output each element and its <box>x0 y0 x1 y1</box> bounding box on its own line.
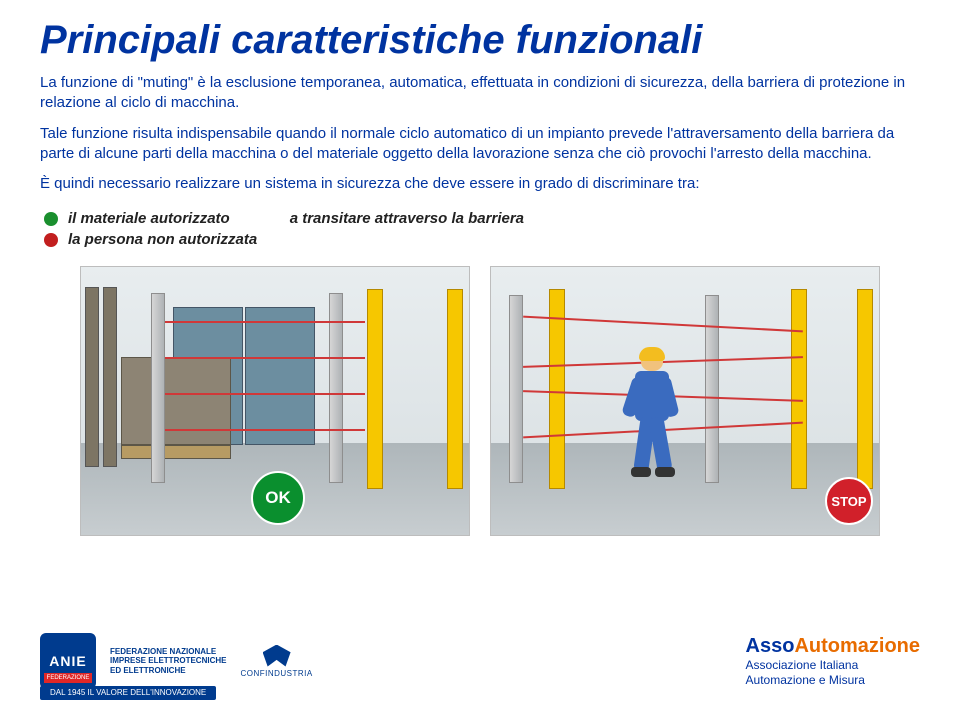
paragraph-2: Tale funzione risulta indispensabile qua… <box>40 124 920 165</box>
eagle-icon <box>263 645 291 667</box>
light-beam-icon <box>165 357 365 359</box>
anie-text-block: FEDERAZIONE NAZIONALE IMPRESE ELETTROTEC… <box>110 647 226 675</box>
anie-logo-bar: FEDERAZIONE <box>44 673 92 683</box>
stop-badge-icon: STOP <box>825 477 873 525</box>
stop-badge-label: STOP <box>831 494 866 509</box>
grey-pillar-icon <box>509 295 523 483</box>
legend: il materiale autorizzato a transitare at… <box>40 204 920 258</box>
anie-line1: FEDERAZIONE NAZIONALE <box>110 647 226 656</box>
footer-strip: DAL 1945 IL VALORE DELL'INNOVAZIONE <box>40 686 216 700</box>
dot-authorized-icon <box>44 212 58 226</box>
figure-person-stop: STOP <box>490 266 880 536</box>
legend-authorized-label: il materiale autorizzato <box>68 210 230 227</box>
confindustria-logo: CONFINDUSTRIA <box>240 645 312 678</box>
yellow-pillar-icon <box>791 289 807 489</box>
asso-prefix: Asso <box>746 635 795 657</box>
legend-transit-label: a transitare attraverso la barriera <box>290 210 524 227</box>
confindustria-label: CONFINDUSTRIA <box>240 669 312 678</box>
light-beam-icon <box>165 429 365 431</box>
pallet-base-icon <box>121 445 231 459</box>
dot-unauthorized-icon <box>44 233 58 247</box>
figure-material-ok: OK <box>80 266 470 536</box>
light-beam-icon <box>165 393 365 395</box>
anie-logo-word: ANIE <box>49 653 86 669</box>
cabinet-icon <box>245 307 315 445</box>
footer-left: ANIE FEDERAZIONE FEDERAZIONE NAZIONALE I… <box>40 633 313 689</box>
yellow-pillar-icon <box>367 289 383 489</box>
worker-icon <box>621 351 681 481</box>
ok-badge-icon: OK <box>251 471 305 525</box>
footer-right: AssoAutomazione Associazione Italiana Au… <box>746 635 920 688</box>
asso-orange: Automazione <box>794 635 920 657</box>
light-beam-icon <box>165 321 365 323</box>
footer: ANIE FEDERAZIONE FEDERAZIONE NAZIONALE I… <box>0 616 960 706</box>
yellow-pillar-icon <box>857 289 873 489</box>
forklift-mast-icon <box>85 287 99 467</box>
pallet-load-icon <box>121 357 231 445</box>
page-title: Principali caratteristiche funzionali <box>40 18 920 63</box>
grey-pillar-icon <box>705 295 719 483</box>
anie-line3: ED ELETTRONICHE <box>110 666 226 675</box>
ok-badge-label: OK <box>265 488 291 508</box>
yellow-pillar-icon <box>447 289 463 489</box>
grey-pillar-icon <box>151 293 165 483</box>
paragraph-3: È quindi necessario realizzare un sistem… <box>40 174 920 194</box>
anie-logo-icon: ANIE FEDERAZIONE <box>40 633 96 689</box>
anie-line2: IMPRESE ELETTROTECNICHE <box>110 656 226 665</box>
legend-row-unauthorized: la persona non autorizzata <box>40 231 920 248</box>
legend-unauthorized-label: la persona non autorizzata <box>68 231 257 248</box>
paragraph-1: La funzione di "muting" è la esclusione … <box>40 73 920 114</box>
assoautomazione-title: AssoAutomazione <box>746 635 920 658</box>
asso-sub1: Associazione Italiana <box>746 658 920 673</box>
asso-sub2: Automazione e Misura <box>746 673 920 688</box>
legend-row-authorized: il materiale autorizzato a transitare at… <box>40 210 920 227</box>
forklift-mast-icon <box>103 287 117 467</box>
figures-row: OK <box>40 266 920 536</box>
